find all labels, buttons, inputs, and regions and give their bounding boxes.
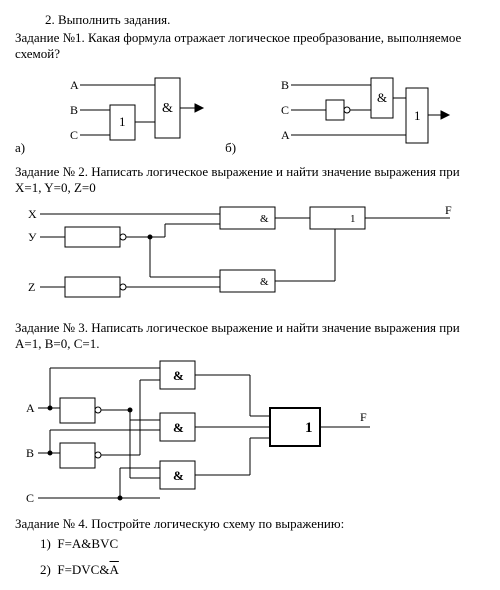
task4-item1-formula: F=A&BVC bbox=[57, 536, 118, 551]
task1-diagrams: а) A B C 1 & б) bbox=[15, 64, 485, 156]
task2-title: Задание № 2. Написать логическое выражен… bbox=[15, 164, 485, 196]
task4-item2: 2) F=DVC&A bbox=[40, 562, 485, 578]
t3-f: F bbox=[360, 410, 367, 424]
t2-g1: & bbox=[260, 213, 269, 225]
task4-item1-n: 1) bbox=[40, 536, 51, 551]
t2-g2: 1 bbox=[350, 213, 356, 225]
t2-f: F bbox=[445, 203, 452, 217]
gate-or: 1 bbox=[119, 114, 126, 129]
t3-g1: & bbox=[173, 368, 184, 383]
task3-diagram: A B C F & & & 1 bbox=[20, 358, 400, 508]
header-instruction: 2. Выполнить задания. bbox=[45, 12, 485, 28]
task1-a-label: а) bbox=[15, 140, 25, 156]
task1-title: Задание №1. Какая формула отражает логич… bbox=[15, 30, 485, 62]
task3-title: Задание № 3. Написать логическое выражен… bbox=[15, 320, 485, 352]
t3-c: C bbox=[26, 491, 34, 505]
t2-z: Z bbox=[28, 280, 35, 294]
gate-or2: 1 bbox=[414, 108, 421, 123]
task4-item2-n: 2) bbox=[40, 562, 51, 577]
gate-and2: & bbox=[377, 90, 387, 105]
t2-x: X bbox=[28, 207, 37, 221]
task4-item2-formula: F=DVC& bbox=[57, 562, 109, 577]
input-a: A bbox=[70, 78, 79, 92]
input-b: B bbox=[70, 103, 78, 117]
t3-g4: 1 bbox=[305, 420, 313, 436]
task1-diagram-a: A B C 1 & bbox=[55, 70, 215, 150]
task4-item1: 1) F=A&BVC bbox=[40, 536, 485, 552]
task1-diagram-b: B C A & 1 bbox=[266, 70, 456, 150]
t3-a: A bbox=[26, 401, 35, 415]
task2-diagram: X У Z F & 1 & bbox=[20, 202, 470, 312]
t3-g2: & bbox=[173, 420, 184, 435]
input-a2: A bbox=[281, 128, 290, 142]
input-b2: B bbox=[281, 78, 289, 92]
gate-and: & bbox=[162, 101, 173, 116]
task4-title: Задание № 4. Постройте логическую схему … bbox=[15, 516, 485, 532]
t3-b: B bbox=[26, 446, 34, 460]
task4-item2-bar: A bbox=[109, 562, 118, 577]
task1-b-label: б) bbox=[225, 140, 236, 156]
input-c2: C bbox=[281, 103, 289, 117]
t2-g3: & bbox=[260, 276, 269, 288]
t2-y: У bbox=[28, 230, 37, 244]
input-c: C bbox=[70, 128, 78, 142]
t3-g3: & bbox=[173, 468, 184, 483]
